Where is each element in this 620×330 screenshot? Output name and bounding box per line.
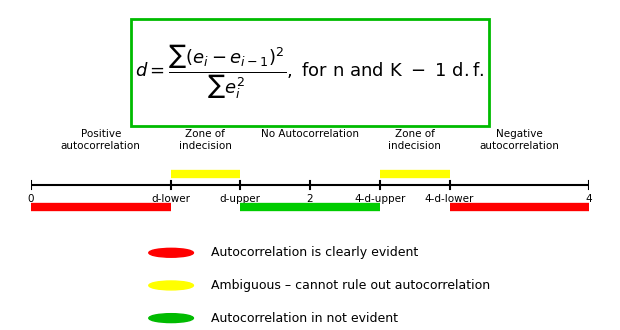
Text: Ambiguous – cannot rule out autocorrelation: Ambiguous – cannot rule out autocorrelat… — [211, 279, 490, 292]
Circle shape — [149, 314, 193, 323]
Text: Autocorrelation is clearly evident: Autocorrelation is clearly evident — [211, 246, 418, 259]
Text: d-upper: d-upper — [219, 194, 261, 204]
Text: Negative
autocorrelation: Negative autocorrelation — [479, 129, 559, 151]
Text: Zone of
indecision: Zone of indecision — [388, 129, 441, 151]
Text: Positive
autocorrelation: Positive autocorrelation — [61, 129, 141, 151]
Circle shape — [149, 248, 193, 257]
Text: 2: 2 — [307, 194, 313, 204]
Text: $d = \dfrac{\sum(e_i - e_{i-1})^2}{\sum e_i^2}$$\mathrm{,\ for\ n\ and\ K\ -\ 1\: $d = \dfrac{\sum(e_i - e_{i-1})^2}{\sum … — [135, 44, 485, 101]
Circle shape — [149, 281, 193, 290]
Text: d-lower: d-lower — [151, 194, 190, 204]
Text: Autocorrelation in not evident: Autocorrelation in not evident — [211, 312, 398, 325]
Text: 4-d-upper: 4-d-upper — [354, 194, 405, 204]
Text: 0: 0 — [28, 194, 34, 204]
Text: No Autocorrelation: No Autocorrelation — [261, 129, 359, 139]
Text: Zone of
indecision: Zone of indecision — [179, 129, 232, 151]
Text: 4: 4 — [586, 194, 592, 204]
Text: 4-d-lower: 4-d-lower — [425, 194, 474, 204]
